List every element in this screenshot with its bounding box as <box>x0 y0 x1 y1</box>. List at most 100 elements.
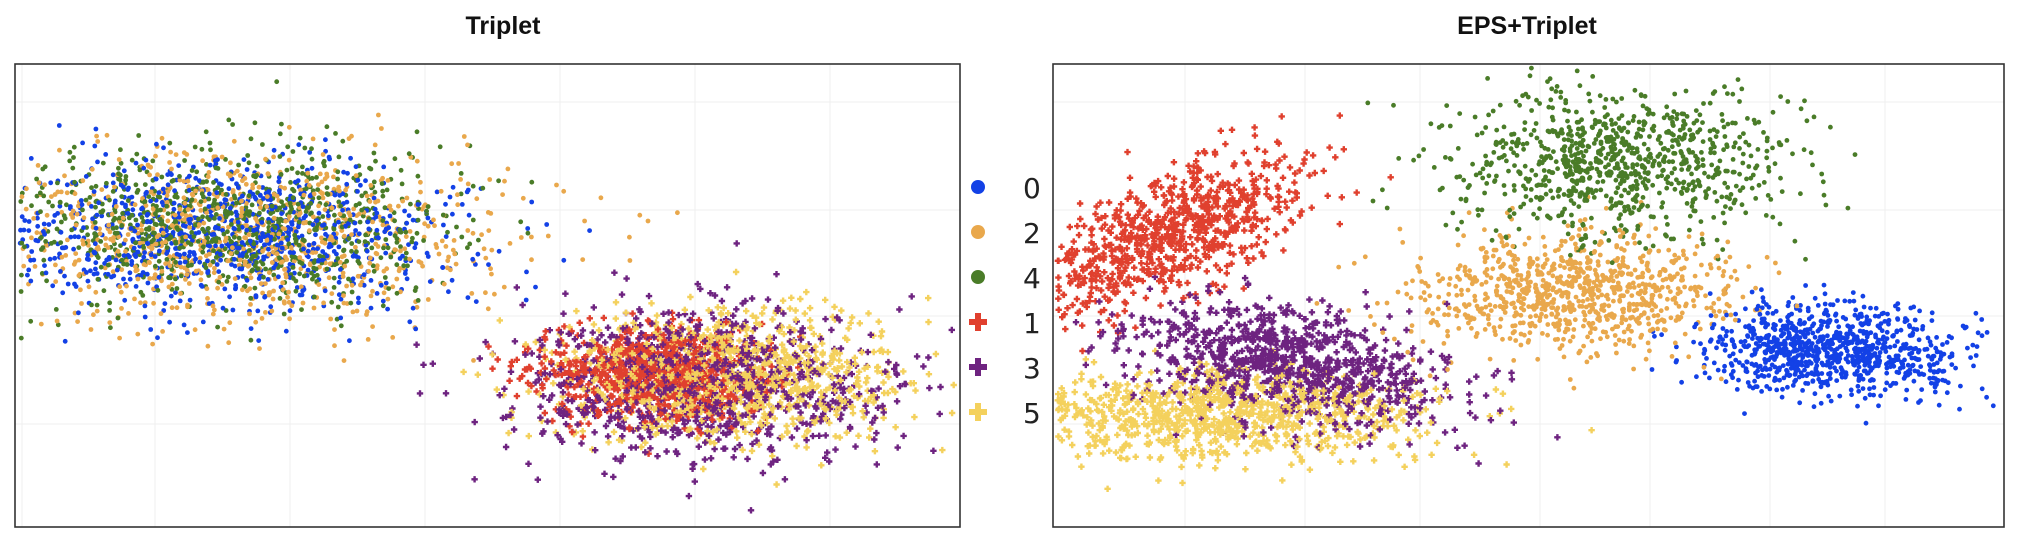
scatter-point-class-2 <box>561 188 567 194</box>
scatter-point-class-2 <box>390 335 396 340</box>
scatter-point-class-0 <box>110 172 116 178</box>
scatter-point-class-5 <box>838 363 846 370</box>
scatter-point-class-2 <box>367 199 373 204</box>
scatter-point-class-2 <box>320 152 326 157</box>
scatter-point-class-2 <box>86 284 92 290</box>
scatter-point-class-2 <box>384 266 390 272</box>
scatter-point-class-4 <box>38 209 43 215</box>
scatter-point-class-4 <box>467 241 473 247</box>
scatter-point-class-4 <box>154 222 159 228</box>
scatter-point-class-4 <box>309 146 314 152</box>
scatter-point-class-0 <box>81 225 86 231</box>
scatter-point-class-3 <box>726 428 734 436</box>
scatter-point-class-2 <box>153 153 158 159</box>
scatter-point-class-0 <box>406 213 412 219</box>
scatter-point-class-4 <box>153 211 158 217</box>
scatter-point-class-5 <box>870 348 877 356</box>
scatter-point-class-0 <box>407 319 413 325</box>
scatter-point-class-2 <box>112 184 117 190</box>
scatter-point-class-5 <box>779 297 787 304</box>
scatter-point-class-3 <box>704 414 711 421</box>
scatter-point-class-2 <box>123 249 128 254</box>
scatter-point-class-2 <box>210 311 216 317</box>
scatter-point-class-4 <box>458 191 464 197</box>
scatter-point-class-0 <box>353 164 359 170</box>
scatter-point-class-4 <box>107 308 112 313</box>
scatter-point-class-3 <box>507 368 515 375</box>
scatter-point-class-2 <box>248 275 254 281</box>
scatter-point-class-0 <box>188 216 194 222</box>
scatter-point-class-0 <box>447 194 453 200</box>
scatter-point-class-0 <box>544 222 550 227</box>
scatter-point-class-4 <box>179 238 185 244</box>
scatter-point-class-3 <box>825 401 832 408</box>
scatter-point-class-4 <box>295 201 301 207</box>
scatter-point-class-2 <box>311 305 317 311</box>
scatter-point-class-2 <box>160 329 166 334</box>
scatter-point-class-2 <box>76 273 82 278</box>
scatter-point-class-4 <box>300 164 305 170</box>
scatter-point-class-2 <box>95 139 101 144</box>
scatter-point-class-2 <box>263 281 268 286</box>
scatter-point-class-3 <box>891 365 898 373</box>
scatter-point-class-3 <box>852 443 859 450</box>
scatter-point-class-2 <box>487 177 493 182</box>
scatter-point-class-4 <box>116 171 121 177</box>
scatter-point-class-4 <box>277 131 283 137</box>
scatter-point-class-0 <box>402 271 408 276</box>
scatter-point-class-0 <box>355 189 360 194</box>
scatter-point-class-4 <box>173 218 178 224</box>
scatter-point-class-2 <box>370 219 375 225</box>
scatter-point-class-4 <box>61 213 67 219</box>
scatter-point-class-0 <box>321 222 327 228</box>
scatter-point-class-5 <box>880 414 887 422</box>
scatter-point-class-0 <box>26 219 32 224</box>
scatter-point-class-4 <box>480 185 486 191</box>
scatter-point-class-5 <box>848 314 856 321</box>
scatter-point-class-4 <box>247 209 253 215</box>
scatter-point-class-4 <box>89 185 94 191</box>
scatter-point-class-4 <box>108 325 113 331</box>
scatter-point-class-0 <box>80 140 85 146</box>
scatter-point-class-4 <box>349 248 354 254</box>
scatter-point-class-1 <box>585 420 592 427</box>
scatter-point-class-4 <box>219 187 224 193</box>
scatter-point-class-2 <box>368 293 374 299</box>
scatter-point-class-2 <box>181 195 187 201</box>
scatter-point-class-0 <box>91 271 97 277</box>
scatter-point-class-0 <box>283 328 289 334</box>
scatter-point-class-0 <box>262 242 267 248</box>
scatter-point-class-2 <box>149 246 155 252</box>
scatter-point-class-2 <box>35 163 41 168</box>
scatter-point-class-4 <box>198 199 204 205</box>
scatter-point-class-0 <box>415 202 421 207</box>
scatter-point-class-0 <box>90 216 95 222</box>
scatter-point-class-2 <box>307 262 313 268</box>
scatter-point-class-4 <box>316 195 322 201</box>
scatter-point-class-4 <box>380 188 386 194</box>
scatter-point-class-0 <box>165 182 171 188</box>
scatter-point-class-2 <box>198 277 204 283</box>
scatter-point-class-0 <box>104 257 110 263</box>
scatter-point-class-4 <box>151 237 157 243</box>
scatter-point-class-4 <box>252 120 258 126</box>
scatter-point-class-2 <box>392 247 398 253</box>
scatter-point-class-5 <box>829 374 836 381</box>
scatter-point-class-4 <box>213 212 219 217</box>
scatter-point-class-4 <box>279 121 284 127</box>
scatter-point-class-4 <box>159 265 165 271</box>
scatter-point-class-4 <box>67 158 73 164</box>
scatter-point-class-0 <box>231 256 237 262</box>
scatter-point-class-2 <box>291 258 297 264</box>
scatter-point-class-3 <box>623 275 630 282</box>
scatter-point-class-2 <box>418 189 423 195</box>
scatter-point-class-0 <box>187 297 193 303</box>
scatter-point-class-4 <box>211 248 216 254</box>
scatter-point-class-4 <box>254 260 259 265</box>
scatter-point-class-0 <box>348 155 353 161</box>
scatter-point-class-5 <box>843 429 850 436</box>
scatter-point-class-2 <box>212 265 217 271</box>
scatter-point-class-4 <box>177 174 182 179</box>
scatter-point-class-4 <box>159 221 165 226</box>
scatter-point-class-2 <box>94 133 99 139</box>
